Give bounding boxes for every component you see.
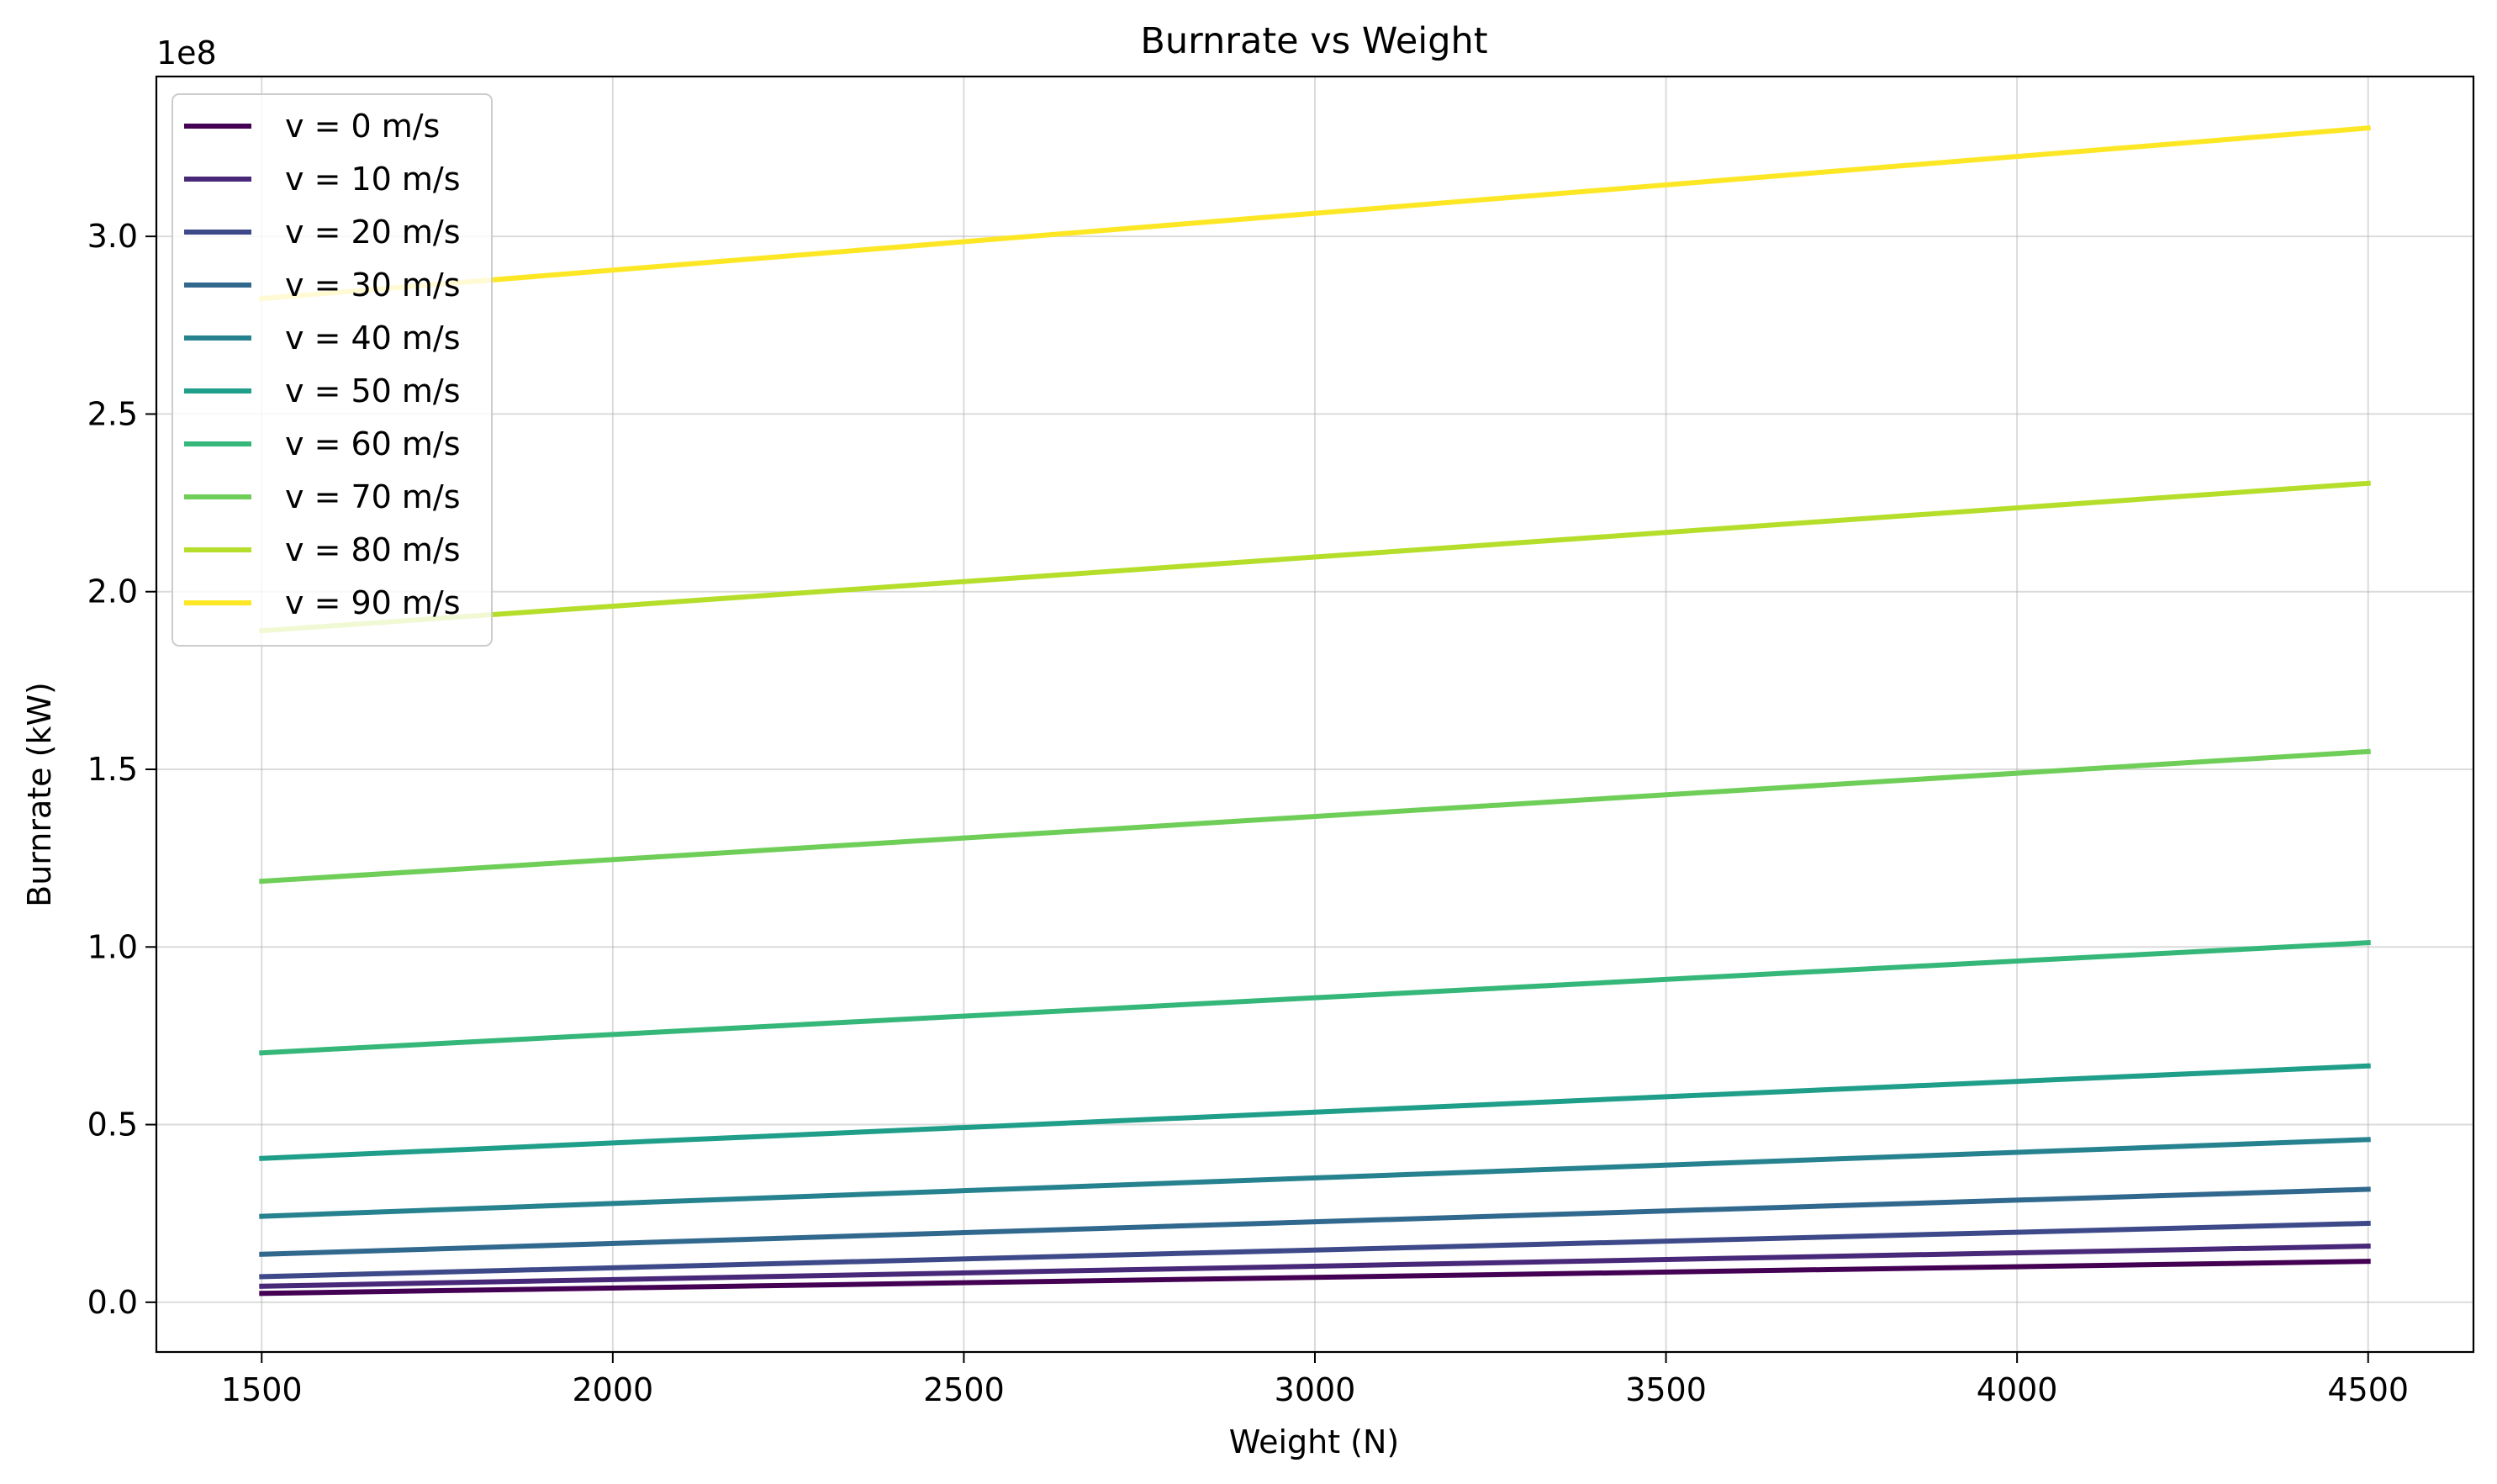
legend-label-8: v = 80 m/s (285, 531, 461, 568)
y-axis-offset-label: 1e8 (156, 34, 217, 71)
x-tick-label: 3500 (1625, 1371, 1707, 1408)
series-line-8 (259, 480, 2371, 634)
series-line-0 (259, 1259, 2371, 1297)
series-line-9 (259, 125, 2371, 302)
legend-label-7: v = 70 m/s (285, 478, 461, 515)
legend-label-1: v = 10 m/s (285, 161, 461, 198)
y-tick-label: 2.5 (87, 395, 138, 432)
y-tick-label: 1.5 (87, 751, 138, 788)
legend-label-2: v = 20 m/s (285, 214, 461, 251)
x-axis-label: Weight (N) (1229, 1423, 1400, 1460)
legend-box (172, 93, 493, 647)
x-tick-label: 1500 (221, 1371, 303, 1408)
legend-label-0: v = 0 m/s (285, 108, 440, 145)
legend: v = 0 m/s v = 10 m/s v = 20 m/s v = 30 m/s v… (172, 93, 493, 647)
legend-label-4: v = 40 m/s (285, 320, 461, 356)
series-line-1 (259, 1244, 2371, 1289)
x-axis-ticks: 1500 2000 2500 3000 3500 4000 4500 (221, 1352, 2409, 1408)
legend-label-6: v = 60 m/s (285, 425, 461, 462)
series-line-6 (259, 940, 2371, 1056)
y-tick-label: 1.0 (87, 928, 138, 965)
series-line-4 (259, 1137, 2371, 1219)
y-tick-label: 3.0 (87, 218, 138, 255)
grid-lines (156, 77, 2473, 1352)
y-axis-label: Burnrate (kW) (21, 682, 58, 907)
legend-label-3: v = 30 m/s (285, 267, 461, 304)
x-tick-label: 4000 (1977, 1371, 2058, 1408)
y-axis-ticks: 0.0 0.5 1.0 1.5 2.0 2.5 3.0 (87, 218, 156, 1321)
legend-label-5: v = 50 m/s (285, 372, 461, 409)
x-tick-label: 3000 (1275, 1371, 1356, 1408)
legend-label-9: v = 90 m/s (285, 584, 461, 621)
y-tick-label: 0.0 (87, 1284, 138, 1321)
y-tick-label: 0.5 (87, 1106, 138, 1143)
series-line-3 (259, 1186, 2371, 1257)
series-lines (259, 125, 2371, 1297)
series-line-5 (259, 1063, 2371, 1161)
series-line-2 (259, 1220, 2371, 1280)
chart-title: Burnrate vs Weight (1140, 20, 1487, 62)
x-tick-label: 2500 (923, 1371, 1005, 1408)
y-tick-label: 2.0 (87, 573, 138, 610)
x-tick-label: 2000 (572, 1371, 653, 1408)
x-tick-label: 4500 (2327, 1371, 2409, 1408)
series-line-7 (259, 748, 2371, 885)
